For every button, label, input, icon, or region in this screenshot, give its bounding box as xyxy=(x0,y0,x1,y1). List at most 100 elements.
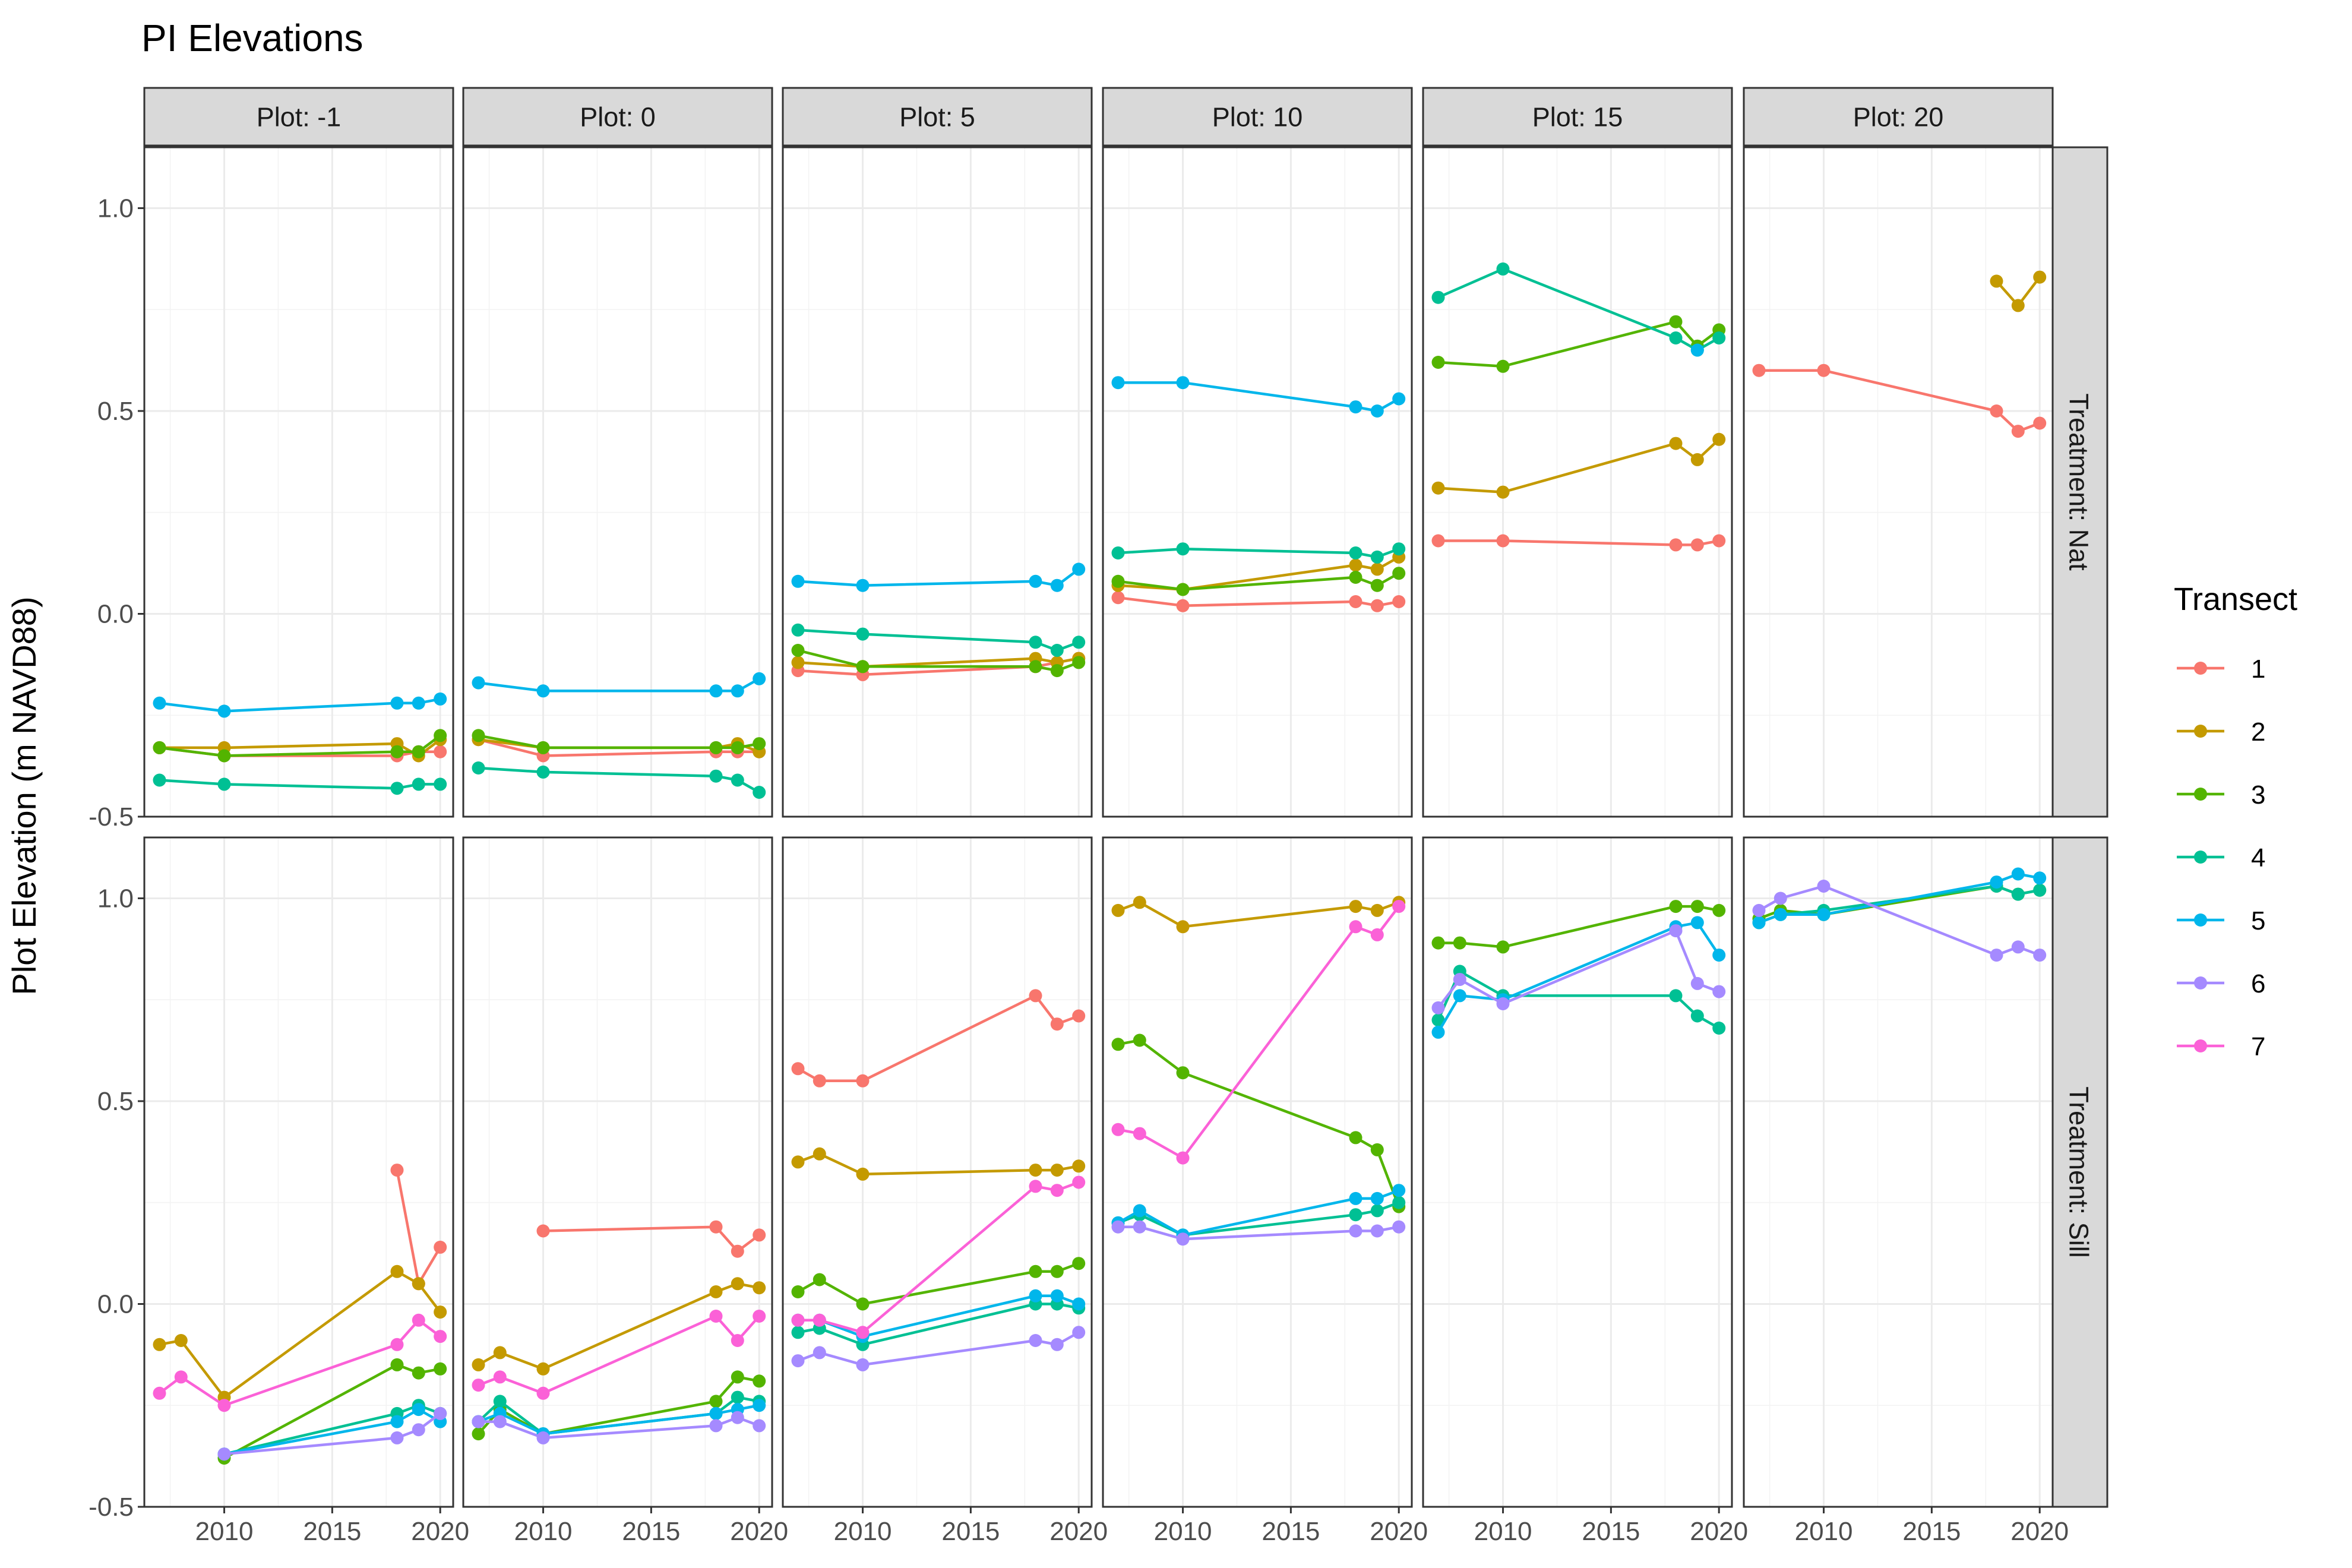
data-point xyxy=(1111,1123,1125,1136)
data-point xyxy=(1669,989,1683,1003)
data-point xyxy=(536,1224,550,1238)
data-point xyxy=(1050,1338,1064,1351)
data-point xyxy=(1370,404,1384,418)
data-point xyxy=(1050,664,1064,678)
data-point xyxy=(1392,1184,1406,1197)
series-transect-3 xyxy=(153,729,447,763)
legend-key-point xyxy=(2194,851,2207,864)
data-point xyxy=(1752,916,1766,930)
legend-item-6: 6 xyxy=(2177,969,2265,998)
legend-label: 7 xyxy=(2251,1032,2265,1061)
data-point xyxy=(1072,1175,1086,1189)
x-tick-label: 2015 xyxy=(1582,1517,1640,1546)
data-point xyxy=(536,1431,550,1444)
data-point xyxy=(1669,900,1683,913)
data-point xyxy=(1349,1208,1362,1222)
data-point xyxy=(1712,903,1726,917)
data-point xyxy=(1029,1289,1042,1303)
series-transect-3 xyxy=(472,729,766,754)
data-point xyxy=(493,1395,507,1408)
y-tick-label: 1.0 xyxy=(97,194,134,223)
data-point xyxy=(2011,867,2025,881)
data-point xyxy=(1029,636,1042,649)
data-point xyxy=(791,623,805,637)
x-tick-label: 2015 xyxy=(303,1517,361,1546)
panel-grid xyxy=(463,147,772,818)
data-point xyxy=(731,1244,744,1258)
data-point xyxy=(1349,400,1362,414)
data-point xyxy=(1072,1257,1086,1270)
series-transect-5 xyxy=(472,672,766,698)
series-line xyxy=(224,1408,441,1456)
series-line xyxy=(223,1363,441,1459)
series-transect-2 xyxy=(472,1277,766,1376)
data-point xyxy=(1431,481,1445,495)
legend-label: 2 xyxy=(2251,717,2265,747)
x-tick-label: 2010 xyxy=(514,1517,573,1546)
data-point xyxy=(1050,578,1064,592)
legend-item-4: 4 xyxy=(2177,843,2265,872)
data-point xyxy=(1029,1334,1042,1347)
data-point xyxy=(1690,453,1704,466)
data-point xyxy=(1392,1196,1406,1209)
data-point xyxy=(791,1285,805,1298)
x-tick-label: 2020 xyxy=(730,1517,788,1546)
data-point xyxy=(1817,880,1831,893)
data-point xyxy=(1349,1224,1362,1238)
data-point xyxy=(434,745,447,758)
legend-label: 1 xyxy=(2251,655,2265,684)
panel-treatment-sill-plot-5 xyxy=(791,989,1086,1371)
series-transect-3 xyxy=(1111,567,1406,596)
data-point xyxy=(1669,331,1683,344)
data-point xyxy=(1111,903,1125,917)
data-point xyxy=(1690,976,1704,990)
series-transect-2 xyxy=(153,1264,447,1404)
data-point xyxy=(2011,299,2025,312)
panel-treatment-sill-plot-20 xyxy=(1752,867,2047,962)
data-point xyxy=(1752,363,1766,377)
data-point xyxy=(791,1062,805,1076)
data-point xyxy=(153,696,166,710)
x-tick-label: 2020 xyxy=(1690,1517,1748,1546)
data-point xyxy=(1370,550,1384,564)
data-point xyxy=(753,1419,766,1433)
data-point xyxy=(1453,989,1466,1003)
panel-border xyxy=(1422,146,1733,818)
series-transect-4 xyxy=(153,773,447,795)
data-point xyxy=(493,1370,507,1384)
panel-border xyxy=(143,146,454,818)
data-point xyxy=(493,1346,507,1360)
x-tick-label: 2015 xyxy=(1902,1517,1961,1546)
data-point xyxy=(2011,887,2025,901)
series-transect-3 xyxy=(1111,1033,1406,1213)
data-point xyxy=(1176,920,1190,934)
data-point xyxy=(753,1310,766,1323)
data-point xyxy=(153,773,166,787)
data-point xyxy=(1133,896,1146,909)
data-point xyxy=(1669,924,1683,938)
data-point xyxy=(217,1399,231,1412)
data-point xyxy=(1431,1013,1445,1027)
series-transect-7 xyxy=(791,1175,1086,1339)
data-point xyxy=(472,1379,485,1392)
series-transect-3 xyxy=(791,644,1086,678)
data-point xyxy=(1690,1009,1704,1023)
panel-border xyxy=(1743,836,2054,1508)
panel-border xyxy=(1422,836,1733,1508)
panel-treatment-nat-plot-10 xyxy=(1111,376,1406,612)
panel-border xyxy=(1743,146,2054,818)
data-point xyxy=(2011,940,2025,954)
data-point xyxy=(1072,1297,1086,1311)
data-point xyxy=(856,1358,870,1371)
series-transect-4 xyxy=(791,623,1086,657)
data-point xyxy=(1111,376,1125,390)
data-point xyxy=(1029,1264,1042,1278)
data-point xyxy=(174,1370,188,1384)
data-point xyxy=(753,672,766,685)
facet-strip-treatment-sill: Treatment: Sill xyxy=(2050,836,2108,1508)
x-tick-label: 2020 xyxy=(411,1517,469,1546)
data-point xyxy=(753,1281,766,1295)
series-transect-5 xyxy=(153,692,447,718)
data-point xyxy=(1669,538,1683,552)
data-point xyxy=(709,741,723,754)
